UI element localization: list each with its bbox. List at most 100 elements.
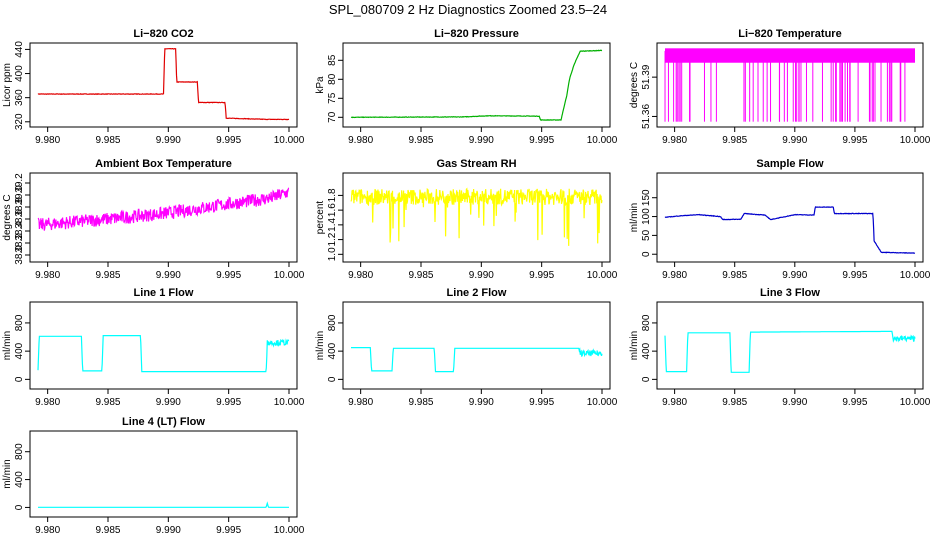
panel-title: Line 3 Flow (760, 287, 820, 299)
x-tick-label: 9.995 (842, 270, 867, 281)
x-tick-label: 9.985 (408, 270, 433, 281)
panel-3: Li−820 Temperature 9.980 9.985 9.990 9.995 10… (629, 28, 931, 146)
plot-frame (656, 301, 924, 390)
panel-title: Li−820 CO2 (133, 28, 193, 40)
series-line (350, 187, 603, 246)
x-tick-label: 9.980 (662, 135, 687, 146)
x-tick-label: 9.995 (216, 135, 241, 146)
x-tick-label: 9.990 (469, 270, 494, 281)
y-axis-label: percent (315, 201, 326, 235)
x-tick-label: 9.985 (95, 525, 120, 536)
x-tick-label: 9.980 (35, 135, 60, 146)
x-tick-label: 9.990 (469, 397, 494, 408)
x-tick-label: 9.980 (348, 135, 373, 146)
panel-title: Sample Flow (756, 158, 824, 170)
x-tick-label: 9.980 (662, 397, 687, 408)
y-tick-label: 38.6 (14, 209, 25, 229)
x-tick-label: 9.980 (348, 270, 373, 281)
y-tick-label: 440 (14, 41, 25, 58)
series-band (665, 48, 915, 63)
panel-1: Li−820 CO2 9.980 9.985 9.990 9.995 10.000 320 3… (2, 28, 305, 146)
x-tick-label: 10.000 (587, 270, 618, 281)
y-tick-label: 400 (14, 342, 25, 359)
x-tick-label: 10.000 (587, 135, 618, 146)
series-line (350, 49, 603, 122)
y-axis-label: ml/min (2, 459, 13, 488)
x-tick-label: 9.995 (842, 397, 867, 408)
y-tick-label: 50 (641, 229, 652, 241)
y-tick-label: 80 (327, 73, 338, 85)
y-axis-label: ml/min (629, 203, 640, 232)
y-axis-label: Licor ppm (2, 63, 13, 107)
plot-frame (342, 301, 611, 390)
y-tick-label: 800 (14, 443, 25, 460)
x-tick-label: 9.990 (156, 525, 181, 536)
y-tick-label: 0 (14, 376, 25, 382)
panel-title: Line 4 (LT) Flow (122, 416, 205, 428)
y-tick-label: 75 (327, 92, 338, 104)
figure-title: SPL_080709 2 Hz Diagnostics Zoomed 23.5–… (328, 2, 608, 17)
panel-title: Li−820 Temperature (738, 28, 841, 40)
y-axis-label: degrees C (629, 62, 640, 108)
x-tick-label: 10.000 (274, 525, 305, 536)
y-tick-label: 0 (641, 376, 652, 382)
y-tick-label: 70 (327, 111, 338, 123)
x-tick-label: 10.000 (274, 397, 305, 408)
plot-frame (342, 172, 611, 263)
x-tick-label: 9.980 (35, 270, 60, 281)
y-axis-label: ml/min (629, 331, 640, 360)
panel-10: Line 4 (LT) Flow 9.980 9.985 9.990 9.995 10.0… (2, 416, 305, 536)
x-tick-label: 9.985 (95, 397, 120, 408)
y-tick-label: 39.2 (14, 173, 25, 193)
series-line (664, 206, 916, 254)
x-tick-label: 9.995 (529, 135, 554, 146)
x-tick-label: 9.995 (216, 525, 241, 536)
y-tick-label: 1.4 (327, 217, 338, 231)
x-tick-label: 9.995 (529, 397, 554, 408)
y-tick-label: 1.6 (327, 203, 338, 217)
plot-frame (29, 301, 298, 390)
x-tick-label: 9.995 (529, 270, 554, 281)
panel-title: Line 2 Flow (447, 287, 507, 299)
x-tick-label: 10.000 (900, 397, 931, 408)
series-line (38, 501, 289, 508)
x-tick-label: 9.990 (469, 135, 494, 146)
y-tick-label: 51.36 (641, 104, 652, 129)
y-tick-label: 51.39 (641, 64, 652, 89)
x-tick-label: 10.000 (900, 270, 931, 281)
y-tick-label: 150 (641, 189, 652, 206)
plot-frame (656, 172, 924, 263)
x-tick-label: 9.985 (95, 135, 120, 146)
x-tick-label: 9.990 (782, 135, 807, 146)
x-tick-label: 9.985 (722, 270, 747, 281)
plot-frame (342, 42, 611, 128)
panel-2: Li−820 Pressure 9.980 9.985 9.990 9.995 10.00… (315, 28, 618, 146)
y-tick-label: 400 (641, 342, 652, 359)
panel-4: Ambient Box Temperature 9.980 9.985 9.990 9.… (2, 158, 305, 281)
panel-6: Sample Flow 9.980 9.985 9.990 9.995 10.000 0 50… (629, 158, 931, 281)
y-axis-label: degrees C (2, 194, 13, 240)
y-tick-label: 38.0 (14, 245, 25, 265)
y-tick-label: 400 (327, 342, 338, 359)
panel-title: Li−820 Pressure (434, 28, 519, 40)
series-line (351, 347, 603, 373)
y-axis-label: kPa (315, 76, 326, 94)
y-tick-label: 800 (641, 314, 652, 331)
y-tick-label: 85 (327, 54, 338, 66)
panel-title: Line 1 Flow (134, 287, 194, 299)
x-tick-label: 9.980 (348, 397, 373, 408)
x-tick-label: 9.985 (408, 135, 433, 146)
y-tick-label: 800 (14, 314, 25, 331)
y-axis-label: ml/min (315, 331, 326, 360)
y-tick-label: 39.0 (14, 185, 25, 205)
y-tick-label: 400 (14, 471, 25, 488)
plot-frame (29, 430, 298, 518)
x-tick-label: 10.000 (900, 135, 931, 146)
y-axis-label: ml/min (2, 331, 13, 360)
x-tick-label: 10.000 (274, 135, 305, 146)
y-tick-label: 360 (14, 89, 25, 106)
x-tick-label: 9.995 (216, 270, 241, 281)
x-tick-label: 10.000 (587, 397, 618, 408)
panel-title: Ambient Box Temperature (95, 158, 232, 170)
